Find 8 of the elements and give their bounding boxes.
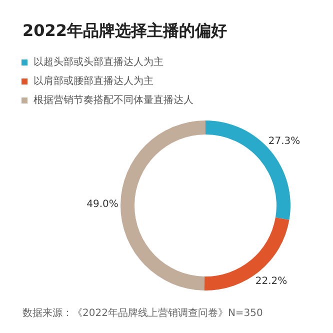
- legend-label: 根据营销节奏搭配不同体量直播达人: [34, 94, 194, 106]
- data-label: 22.2%: [255, 276, 288, 288]
- chart-title: 2022年品牌选择主播的偏好: [22, 21, 228, 40]
- legend-label: 以超头部或头部直播达人为主: [34, 56, 164, 68]
- legend-label: 以肩部或腰部直播达人为主: [34, 75, 154, 87]
- source-note: 数据来源：《2022年品牌线上营销调查问卷》N=350: [22, 307, 263, 319]
- data-label: 27.3%: [268, 136, 300, 148]
- data-label: 49.0%: [86, 199, 118, 210]
